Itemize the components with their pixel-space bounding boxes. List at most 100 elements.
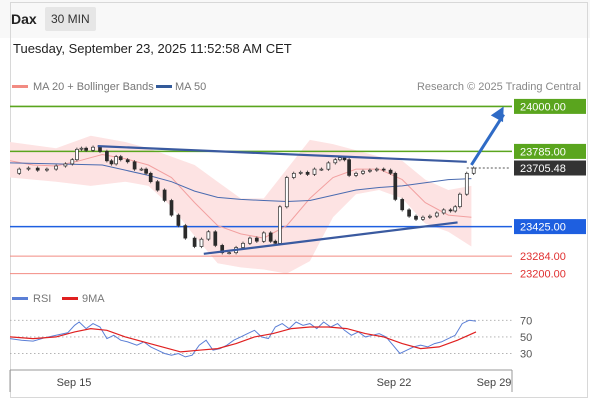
- price-candle: [132, 161, 137, 170]
- price-candle: [368, 169, 372, 172]
- legend-swatch-rsi: [12, 297, 28, 300]
- price-candle: [118, 156, 123, 161]
- price-candle: [155, 181, 160, 191]
- price-candle: [70, 159, 75, 165]
- price-candle: [407, 209, 411, 217]
- legend-label-ma50: MA 50: [175, 81, 206, 93]
- price-candle: [176, 214, 181, 226]
- price-candle: [342, 157, 347, 161]
- credit-text: Research © 2025 Trading Central: [417, 81, 581, 93]
- price-candle: [374, 168, 379, 171]
- price-candle: [298, 171, 303, 174]
- rsi-panel: 70 50 30: [9, 315, 532, 361]
- price-candle: [109, 160, 114, 165]
- level-label-box: [514, 160, 586, 176]
- price-candle: [35, 167, 40, 171]
- price-candle: [79, 147, 84, 150]
- price-candle: [381, 168, 386, 171]
- price-candle: [458, 193, 462, 208]
- price-candle: [192, 237, 197, 247]
- price-panel: 24000.00 23785.00 23705.48 23425.00 23284.00…: [9, 98, 586, 281]
- price-candle: [183, 225, 188, 239]
- price-candle: [26, 167, 31, 170]
- price-candle: [278, 206, 282, 244]
- level-label: 24000.00: [520, 101, 566, 113]
- price-candle: [206, 231, 211, 240]
- level-label-box: [514, 143, 586, 159]
- price-candle: [125, 159, 130, 163]
- price-candle: [305, 171, 310, 175]
- rsi-tick-label: 30: [520, 349, 532, 361]
- price-candle: [148, 172, 153, 183]
- price-candle: [254, 237, 259, 242]
- x-tick-label: Sep 29: [477, 377, 512, 389]
- price-candle: [98, 146, 102, 152]
- price-candle: [428, 215, 432, 218]
- price-candle: [319, 168, 324, 171]
- price-candle: [268, 232, 273, 242]
- price-candle: [248, 237, 252, 244]
- level-label: 23200.00: [520, 269, 566, 281]
- instrument-name: Dax: [11, 11, 37, 27]
- price-candle: [361, 170, 365, 174]
- price-candle: [347, 159, 351, 176]
- timestamp: Tuesday, September 23, 2025 11:52:58 AM …: [13, 41, 292, 56]
- price-candle: [284, 177, 289, 208]
- ma50-line: [9, 162, 472, 203]
- price-candle: [291, 172, 296, 178]
- legend-swatch-ma20: [12, 85, 28, 88]
- price-candle: [17, 168, 22, 174]
- legend-label-ma20: MA 20 + Bollinger Bands: [33, 81, 154, 93]
- trendline: [97, 145, 467, 163]
- timeframe-button[interactable]: 30 MIN: [45, 7, 96, 31]
- level-label: 23284.00: [520, 251, 566, 263]
- price-candle: [75, 148, 79, 161]
- rsi-ma9-line: [9, 326, 477, 353]
- price-candle: [414, 215, 418, 220]
- price-candle: [105, 151, 109, 162]
- trendline: [203, 221, 458, 255]
- projection-arrow-head: [490, 106, 504, 123]
- price-candle: [434, 212, 439, 217]
- level-label: 23705.48: [520, 163, 566, 175]
- legend-swatch-ma50: [156, 85, 172, 88]
- x-tick-label: Sep 15: [57, 377, 92, 389]
- legend-swatch-9ma: [62, 297, 78, 300]
- price-candle: [273, 240, 278, 244]
- price-candle: [400, 199, 405, 211]
- price-candle: [213, 231, 218, 246]
- price-candle: [241, 242, 245, 248]
- price-candle: [388, 169, 393, 174]
- price-candle: [220, 245, 225, 254]
- price-candle: [312, 168, 317, 175]
- price-candle: [464, 172, 469, 195]
- price-candle: [448, 209, 453, 212]
- price-candle: [199, 238, 204, 247]
- projection-arrow-shaft: [470, 113, 505, 166]
- price-candle: [421, 216, 425, 220]
- price-candle: [114, 156, 118, 165]
- price-candle: [453, 206, 458, 212]
- rsi-tick-label: 50: [520, 332, 532, 344]
- level-label: 23785.00: [520, 146, 566, 158]
- price-candle: [144, 168, 148, 174]
- price-candle: [45, 168, 49, 171]
- price-candle: [393, 172, 398, 200]
- price-candle: [54, 165, 58, 170]
- x-tick-label: Sep 22: [377, 377, 412, 389]
- legend-label-rsi: RSI: [33, 293, 51, 305]
- price-candle: [338, 157, 342, 161]
- price-candle: [227, 252, 232, 255]
- price-candle: [333, 159, 338, 164]
- price-candle: [139, 168, 144, 171]
- price-candle: [354, 172, 358, 176]
- price-candle: [169, 200, 174, 216]
- rsi-tick-label: 70: [520, 315, 532, 327]
- level-label: 23425.00: [520, 222, 566, 234]
- top-bar: Dax 30 MIN: [0, 0, 590, 38]
- price-candle: [471, 167, 476, 174]
- price-candle: [162, 189, 167, 201]
- rsi-line: [9, 319, 477, 358]
- price-candle: [91, 146, 95, 151]
